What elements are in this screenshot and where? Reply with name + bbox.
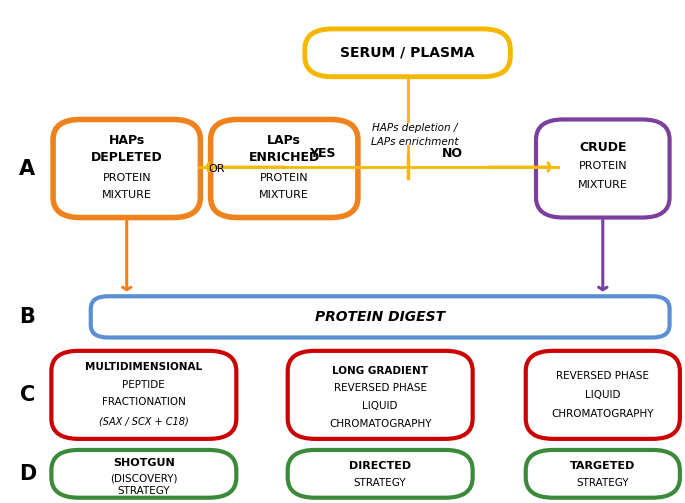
Text: HAPs: HAPs — [109, 134, 145, 147]
Text: STRATEGY: STRATEGY — [118, 486, 170, 496]
FancyBboxPatch shape — [525, 450, 680, 498]
Text: CHROMATOGRAPHY: CHROMATOGRAPHY — [329, 418, 432, 429]
Text: CHROMATOGRAPHY: CHROMATOGRAPHY — [551, 409, 654, 419]
FancyBboxPatch shape — [525, 351, 680, 439]
Text: REVERSED PHASE: REVERSED PHASE — [556, 371, 649, 381]
Text: CRUDE: CRUDE — [579, 141, 627, 154]
Text: REVERSED PHASE: REVERSED PHASE — [334, 383, 427, 393]
Text: D: D — [18, 464, 36, 484]
Text: PROTEIN: PROTEIN — [260, 173, 308, 183]
FancyBboxPatch shape — [305, 29, 510, 77]
Text: MIXTURE: MIXTURE — [260, 190, 309, 200]
Text: LIQUID: LIQUID — [362, 401, 398, 411]
FancyBboxPatch shape — [51, 351, 236, 439]
Text: A: A — [19, 158, 36, 179]
Text: OR: OR — [208, 163, 225, 174]
FancyBboxPatch shape — [210, 120, 358, 218]
Text: MULTIDIMENSIONAL: MULTIDIMENSIONAL — [86, 362, 202, 372]
Text: LAPs enrichment: LAPs enrichment — [371, 137, 458, 147]
Text: MIXTURE: MIXTURE — [578, 180, 627, 190]
FancyBboxPatch shape — [536, 120, 669, 218]
Text: LAPs: LAPs — [267, 134, 301, 147]
Text: B: B — [19, 307, 36, 327]
Text: ENRICHED: ENRICHED — [249, 151, 320, 164]
Text: HAPs depletion /: HAPs depletion / — [372, 123, 457, 133]
Text: FRACTIONATION: FRACTIONATION — [102, 397, 186, 407]
Text: DEPLETED: DEPLETED — [91, 151, 162, 164]
FancyBboxPatch shape — [53, 120, 200, 218]
FancyBboxPatch shape — [91, 296, 669, 338]
Text: PROTEIN DIGEST: PROTEIN DIGEST — [315, 310, 445, 324]
FancyBboxPatch shape — [51, 450, 236, 498]
Text: (SAX / SCX + C18): (SAX / SCX + C18) — [99, 416, 189, 427]
Text: (DISCOVERY): (DISCOVERY) — [110, 474, 177, 484]
Text: MIXTURE: MIXTURE — [102, 190, 151, 200]
Text: YES: YES — [309, 147, 335, 160]
Text: PEPTIDE: PEPTIDE — [123, 380, 165, 390]
Text: C: C — [20, 385, 35, 405]
Text: SERUM / PLASMA: SERUM / PLASMA — [340, 46, 475, 60]
Text: DIRECTED: DIRECTED — [349, 461, 411, 471]
Text: SHOTGUN: SHOTGUN — [113, 458, 175, 468]
Text: LIQUID: LIQUID — [585, 390, 621, 400]
Text: NO: NO — [442, 147, 462, 160]
FancyBboxPatch shape — [288, 450, 473, 498]
Text: STRATEGY: STRATEGY — [577, 478, 629, 488]
Text: LONG GRADIENT: LONG GRADIENT — [332, 366, 428, 376]
FancyBboxPatch shape — [288, 351, 473, 439]
Text: PROTEIN: PROTEIN — [103, 173, 151, 183]
Text: TARGETED: TARGETED — [570, 461, 636, 471]
Text: PROTEIN: PROTEIN — [579, 161, 627, 171]
Text: STRATEGY: STRATEGY — [354, 478, 406, 488]
